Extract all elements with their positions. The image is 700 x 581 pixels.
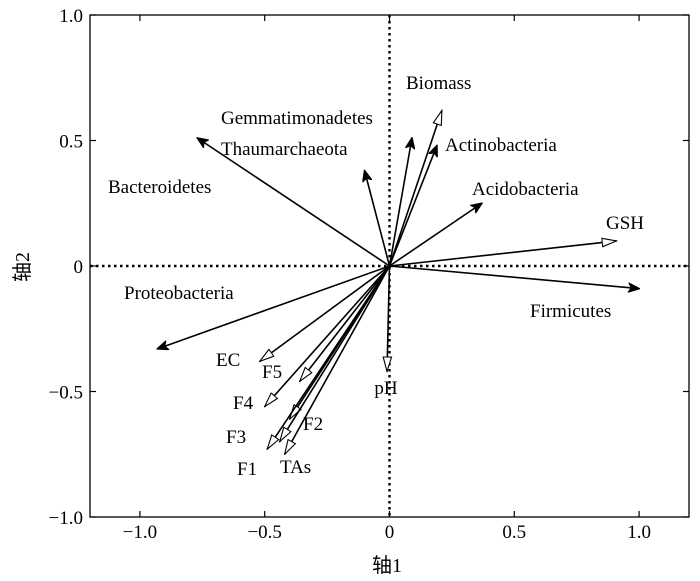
vector-label-f3: F3 — [226, 427, 246, 448]
y-tick-label: 1.0 — [59, 6, 83, 27]
y-tick-label: 0 — [74, 257, 84, 278]
vector-arrow-bacteroidetes — [197, 138, 390, 267]
vector-arrow-f5 — [300, 265, 391, 381]
x-tick-label: 1.0 — [627, 522, 651, 543]
vector-arrow-gsh — [389, 241, 617, 267]
y-axis-title: 轴2 — [11, 252, 34, 282]
vector-arrow-tas — [285, 265, 391, 454]
biplot-vectors — [157, 110, 639, 454]
y-tick-label: −1.0 — [49, 508, 83, 529]
x-axis-title: 轴1 — [372, 554, 402, 577]
y-tick-label: 0.5 — [59, 132, 83, 153]
x-tick-label: 0.5 — [502, 522, 526, 543]
vector-labels: Gemmatimonadetes Thaumarchaeota Bacteroide… — [108, 73, 644, 480]
x-tick-label: −1.0 — [123, 522, 157, 543]
vector-arrow-gemmatimonadetes — [388, 138, 412, 267]
vector-label-bacteroidetes: Bacteroidetes — [108, 177, 211, 198]
vector-label-f2: F2 — [303, 414, 323, 435]
vector-label-actinobacteria: Actinobacteria — [445, 135, 557, 156]
zero-lines — [90, 15, 689, 517]
vector-arrow-ec — [260, 265, 390, 361]
x-tick-label: 0 — [385, 522, 395, 543]
vector-label-firmicutes: Firmicutes — [530, 301, 611, 322]
vector-label-biomass: Biomass — [406, 73, 471, 94]
vector-arrow-f1 — [280, 265, 391, 442]
vector-arrow-ph — [387, 265, 389, 371]
vector-label-proteobacteria: Proteobacteria — [124, 283, 234, 304]
vector-label-ec: EC — [216, 350, 240, 371]
vector-label-f4: F4 — [233, 393, 254, 414]
axis-ticks: −1.0 −0.5 0 0.5 1.0 −1.0 −0.5 0 0.5 1.0 — [49, 6, 689, 543]
vector-label-tas: TAs — [280, 457, 311, 478]
vector-arrow-actinobacteria — [388, 146, 437, 267]
vector-label-gemmatimonadetes: Gemmatimonadetes — [221, 108, 373, 129]
vector-arrow-f4 — [265, 265, 391, 407]
vector-label-thaumarchaeota: Thaumarchaeota — [221, 139, 348, 160]
vector-label-f1: F1 — [237, 459, 257, 480]
vector-arrow-thaumarchaeota — [365, 171, 391, 267]
vector-arrow-firmicutes — [389, 265, 640, 289]
vector-arrow-f3 — [267, 265, 391, 449]
vector-label-gsh: GSH — [606, 213, 644, 234]
vector-label-acidobacteria: Acidobacteria — [472, 179, 579, 200]
vector-label-ph: pH — [374, 378, 398, 399]
y-tick-label: −0.5 — [49, 383, 83, 404]
vector-label-f5: F5 — [262, 362, 282, 383]
x-tick-label: −0.5 — [247, 522, 281, 543]
vector-arrow-biomass — [388, 110, 443, 267]
vector-arrow-acidobacteria — [389, 203, 482, 267]
vector-arrow-proteobacteria — [157, 265, 390, 349]
